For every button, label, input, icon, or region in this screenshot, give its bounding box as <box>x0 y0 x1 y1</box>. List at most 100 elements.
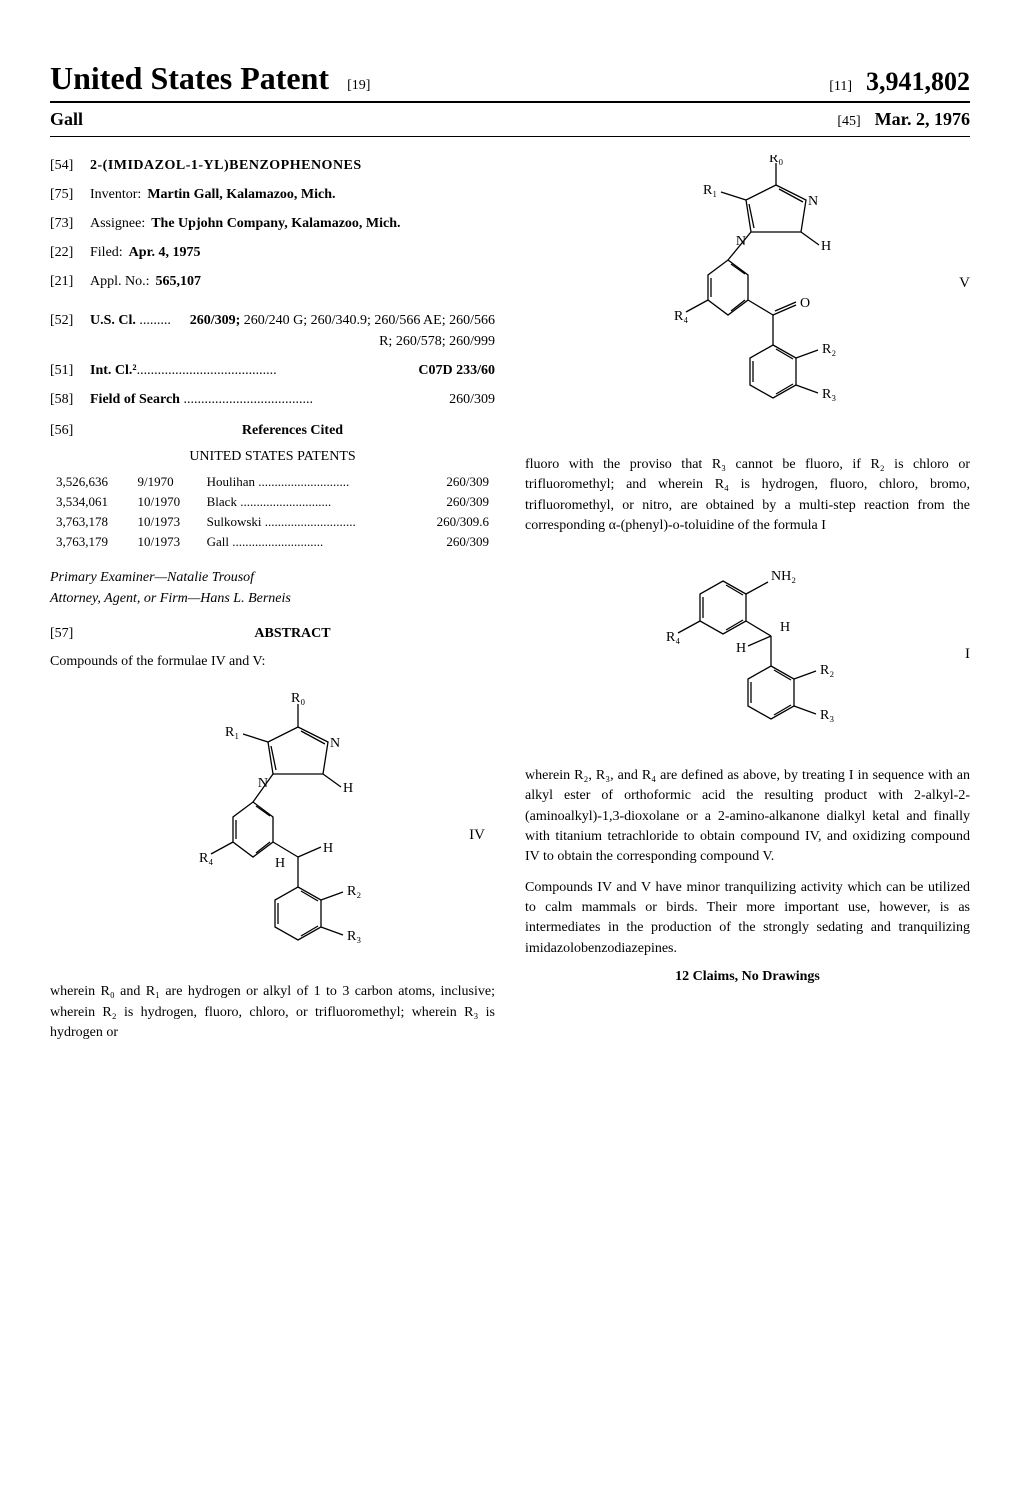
header-right: [11] 3,941,802 <box>829 67 970 97</box>
ref-class: 260/309.6 <box>413 513 493 531</box>
appl-label: Appl. No.: <box>90 271 150 292</box>
assignee-label: Assignee: <box>90 213 145 234</box>
bracket-22: [22] <box>50 242 90 263</box>
attorney-value: Hans L. Berneis <box>200 591 291 606</box>
uscl-label: U.S. Cl. ......... <box>90 310 171 352</box>
bracket-21: [21] <box>50 271 90 292</box>
svg-text:N: N <box>808 194 818 209</box>
svg-text:H: H <box>343 781 353 796</box>
claims-note: 12 Claims, No Drawings <box>525 969 970 985</box>
refs-sub-heading: UNITED STATES PATENTS <box>50 449 495 465</box>
inventor-surname: Gall <box>50 109 83 130</box>
ref-number: 3,526,636 <box>52 473 132 491</box>
filed-label: Filed: <box>90 242 123 263</box>
svg-text:H: H <box>323 841 333 856</box>
invention-title-row: [54] 2-(IMIDAZOL-1-YL)BENZOPHENONES <box>50 155 495 176</box>
bracket-58: [58] <box>50 389 90 410</box>
abstract-para3: wherein R₂, R₃, and R₄ are defined as ab… <box>525 766 970 867</box>
reference-row: 3,763,17910/1973Gall ...................… <box>52 533 493 551</box>
svg-text:N: N <box>257 776 267 791</box>
appl-value: 565,107 <box>156 271 496 292</box>
svg-text:R₄: R₄ <box>666 630 680 645</box>
abstract-para4: Compounds IV and V have minor tranquiliz… <box>525 878 970 959</box>
ref-name: Gall ............................ <box>203 533 411 551</box>
uscl-meta-row: [52] U.S. Cl. ......... 260/309; 260/240… <box>50 310 495 352</box>
svg-text:H: H <box>780 620 790 635</box>
reference-row: 3,763,17810/1973Sulkowski ..............… <box>52 513 493 531</box>
structure-v: R₀ R₁ N N H R₄ O R₂ R₃ V <box>525 155 970 435</box>
ref-number: 3,534,061 <box>52 493 132 511</box>
bracket-54: [54] <box>50 155 90 176</box>
filed-meta-row: [22] Filed: Apr. 4, 1975 <box>50 242 495 263</box>
document-header: United States Patent [19] [11] 3,941,802 <box>50 60 970 103</box>
search-value: 260/309 <box>319 389 495 410</box>
reference-row: 3,526,6369/1970Houlihan ................… <box>52 473 493 491</box>
chemical-structure-i-icon: NH₂ R₄ H H R₂ R₃ <box>628 556 868 746</box>
svg-text:R₂: R₂ <box>822 342 836 357</box>
date-bracket: [45] <box>837 114 860 129</box>
inventor-label: Inventor: <box>90 184 141 205</box>
abstract-intro: Compounds of the formulae IV and V: <box>50 652 495 672</box>
formula-i-label: I <box>965 646 970 663</box>
patent-publication-title: United States Patent <box>50 60 329 97</box>
invention-title: 2-(IMIDAZOL-1-YL)BENZOPHENONES <box>90 155 362 176</box>
svg-text:R₃: R₃ <box>822 387 836 402</box>
primary-examiner-value: Natalie Trousof <box>167 570 254 585</box>
bracket-56: [56] <box>50 420 90 441</box>
chemical-structure-v-icon: R₀ R₁ N N H R₄ O R₂ R₃ <box>608 155 888 435</box>
ref-name: Houlihan ............................ <box>203 473 411 491</box>
bracket-52: [52] <box>50 310 90 352</box>
abstract-heading-row: [57] ABSTRACT <box>50 623 495 644</box>
ref-date: 9/1970 <box>134 473 201 491</box>
bracket-73: [73] <box>50 213 90 234</box>
inventor-value: Martin Gall, Kalamazoo, Mich. <box>147 184 495 205</box>
references-table: 3,526,6369/1970Houlihan ................… <box>50 471 495 553</box>
abstract-para2: fluoro with the proviso that R₃ cannot b… <box>525 455 970 536</box>
ref-date: 10/1973 <box>134 533 201 551</box>
assignee-value: The Upjohn Company, Kalamazoo, Mich. <box>151 213 495 234</box>
inventor-row: Gall [45] Mar. 2, 1976 <box>50 109 970 137</box>
svg-text:R₃: R₃ <box>347 929 361 944</box>
examiner-block: Primary Examiner—Natalie Trousof Attorne… <box>50 567 495 609</box>
primary-examiner-label: Primary Examiner— <box>50 570 167 585</box>
title-bracket: [19] <box>347 78 370 94</box>
inventor-meta-row: [75] Inventor: Martin Gall, Kalamazoo, M… <box>50 184 495 205</box>
bracket-75: [75] <box>50 184 90 205</box>
abstract-heading: ABSTRACT <box>90 623 495 644</box>
formula-v-label: V <box>959 275 970 292</box>
chemical-structure-iv-icon: R₀ R₁ N N H R₄ H H R₂ R₃ <box>143 692 403 962</box>
svg-text:H: H <box>275 856 285 871</box>
bracket-57: [57] <box>50 623 90 644</box>
svg-text:N: N <box>735 234 745 249</box>
reference-row: 3,534,06110/1970Black ..................… <box>52 493 493 511</box>
attorney-label: Attorney, Agent, or Firm— <box>50 591 200 606</box>
svg-text:O: O <box>800 296 810 311</box>
svg-text:R₀: R₀ <box>291 692 305 706</box>
right-column: R₀ R₁ N N H R₄ O R₂ R₃ V fluoro with the… <box>525 155 970 1053</box>
intcl-value: C07D 233/60 <box>283 360 495 381</box>
issue-date: Mar. 2, 1976 <box>875 109 970 129</box>
svg-text:R₄: R₄ <box>199 851 213 866</box>
svg-text:N: N <box>330 736 340 751</box>
abstract-para1: wherein R₀ and R₁ are hydrogen or alkyl … <box>50 982 495 1043</box>
svg-text:R₁: R₁ <box>703 183 717 198</box>
svg-text:R₁: R₁ <box>225 725 239 740</box>
ref-class: 260/309 <box>413 533 493 551</box>
ref-class: 260/309 <box>413 493 493 511</box>
svg-text:R₃: R₃ <box>820 708 834 723</box>
ref-number: 3,763,178 <box>52 513 132 531</box>
search-label: Field of Search ........................… <box>90 389 313 410</box>
left-column: [54] 2-(IMIDAZOL-1-YL)BENZOPHENONES [75]… <box>50 155 495 1053</box>
svg-text:R₄: R₄ <box>674 309 688 324</box>
structure-iv: R₀ R₁ N N H R₄ H H R₂ R₃ IV <box>50 692 495 962</box>
patent-number: 3,941,802 <box>866 67 970 96</box>
uscl-value: 260/309; 260/240 G; 260/340.9; 260/566 A… <box>177 310 495 352</box>
number-bracket: [11] <box>829 79 852 94</box>
date-cell: [45] Mar. 2, 1976 <box>837 109 970 130</box>
svg-text:R₂: R₂ <box>820 663 834 678</box>
refs-heading-row: [56] References Cited <box>50 420 495 441</box>
appl-meta-row: [21] Appl. No.: 565,107 <box>50 271 495 292</box>
filed-value: Apr. 4, 1975 <box>129 242 495 263</box>
two-column-content: [54] 2-(IMIDAZOL-1-YL)BENZOPHENONES [75]… <box>50 155 970 1053</box>
search-meta-row: [58] Field of Search ...................… <box>50 389 495 410</box>
